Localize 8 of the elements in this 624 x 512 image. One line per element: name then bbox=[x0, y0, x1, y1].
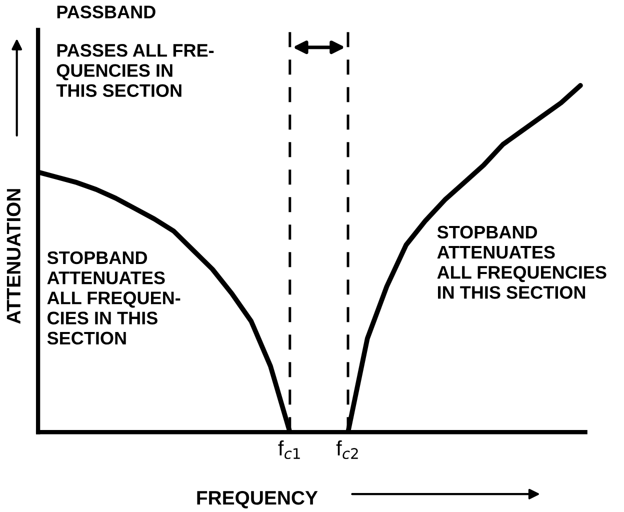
text: PASSBAND bbox=[57, 6, 156, 18]
annotation: STOPBAND ATTENUATES ALL FREQUENCIES IN THIS SECTION bbox=[437, 226, 606, 299]
x-tick-label: f$_{c2}$ bbox=[336, 440, 358, 460]
annotation: PASSES ALL FRE- QUENCIES IN THIS SECTION bbox=[56, 44, 214, 97]
x-tick-label: f$_{c1}$ bbox=[278, 440, 300, 460]
y-axis-title: ATTENUATION bbox=[6, 189, 21, 324]
annotation: STOPBAND ATTENUATES ALL FREQUEN- CIES IN THIS SECTION bbox=[47, 251, 180, 345]
x-axis-title: FREQUENCY bbox=[197, 490, 318, 508]
